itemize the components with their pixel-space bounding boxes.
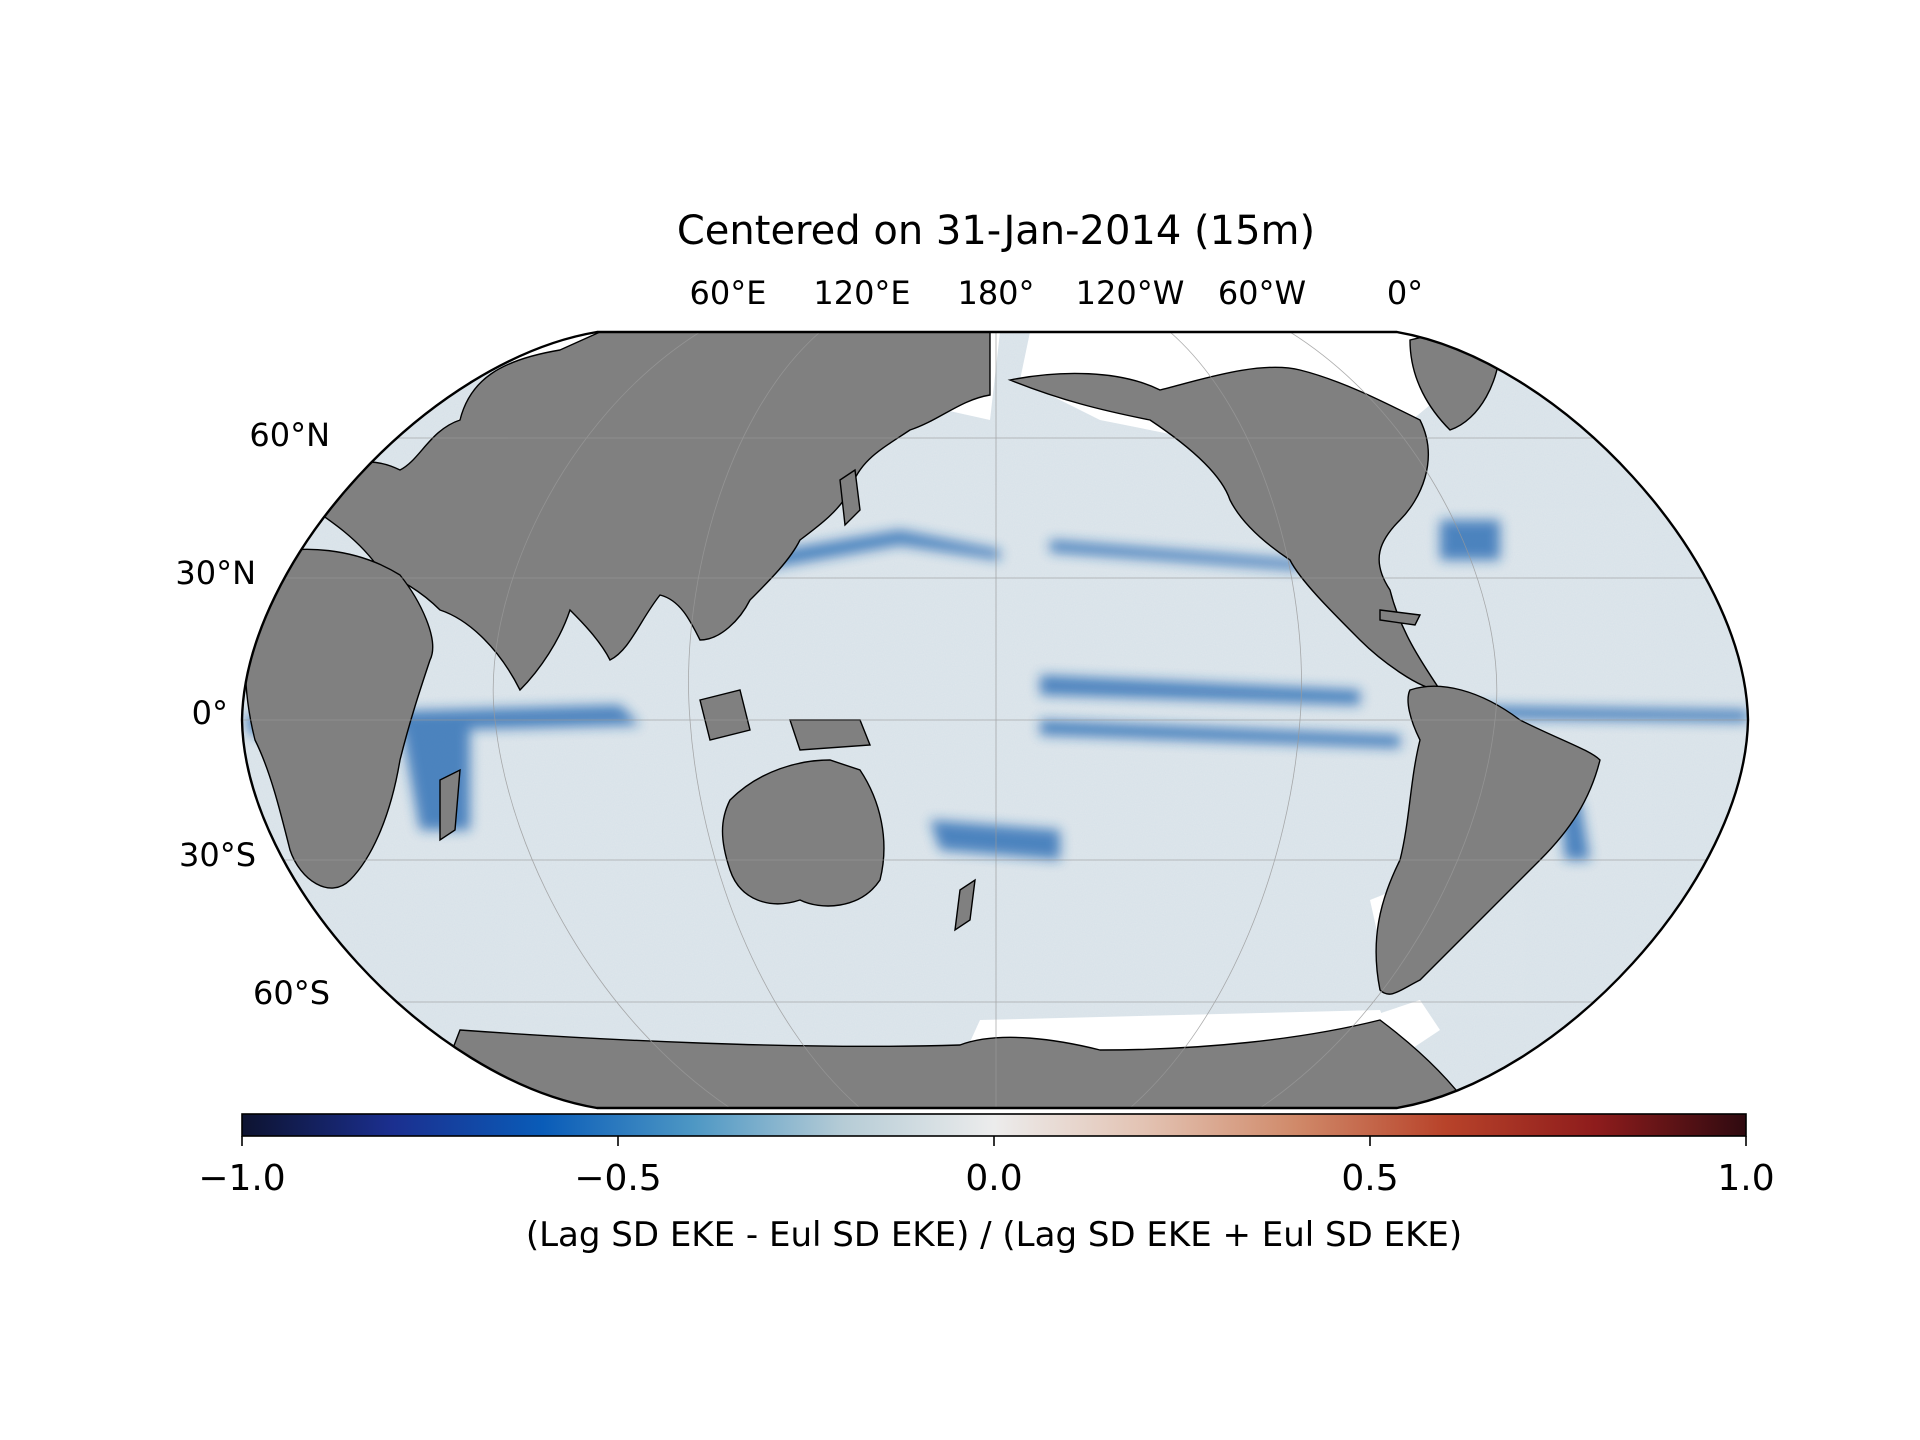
land-australia (721, 759, 885, 907)
colorbar-tick-label: −0.5 (574, 1158, 661, 1199)
colorbar-label: (Lag SD EKE - Eul SD EKE) / (Lag SD EKE … (526, 1215, 1462, 1255)
lon-label-60w: 60°W (1218, 274, 1306, 312)
map-globe (242, 332, 1748, 1108)
land-japan (839, 468, 861, 527)
land-new-zealand (954, 878, 976, 932)
colorbar: −1.0 −0.5 0.0 0.5 1.0 (Lag SD EKE - Eul … (198, 1113, 1775, 1255)
latitude-labels: 60°N 30°N 0° 30°S 60°S (175, 416, 330, 1012)
colorbar-tick-label: 0.0 (965, 1158, 1022, 1199)
lat-label-60n: 60°N (249, 416, 330, 454)
colorbar-gradient (241, 1113, 1747, 1137)
lon-label-180: 180° (957, 274, 1034, 312)
land-new-guinea (789, 719, 872, 751)
colorbar-ticks (241, 1136, 1747, 1146)
globe-outline (240, 330, 1750, 1110)
land-south-america (1375, 685, 1601, 995)
colorbar-tick-label: −1.0 (198, 1158, 285, 1199)
graticule (242, 332, 1748, 1108)
land-north-america (1007, 366, 1442, 691)
colorbar-tick-label: 1.0 (1717, 1158, 1774, 1199)
lon-label-120w: 120°W (1076, 274, 1185, 312)
lat-label-30s: 30°S (179, 836, 256, 874)
colorbar-tick-label: 0.5 (1341, 1158, 1398, 1199)
lat-label-30n: 30°N (175, 554, 256, 592)
lat-label-0: 0° (192, 694, 228, 732)
land-cuba (1379, 609, 1422, 626)
longitude-labels: 60°E 120°E 180° 120°W 60°W 0° (690, 274, 1424, 312)
land-antarctica (428, 1019, 1472, 1108)
land-eurasia (298, 332, 991, 692)
map-title: Centered on 31-Jan-2014 (15m) (677, 208, 1315, 254)
lon-label-0: 0° (1387, 274, 1423, 312)
land-africa (244, 548, 434, 889)
land-masses (244, 332, 1601, 1108)
lon-label-60e: 60°E (690, 274, 767, 312)
land-madagascar (439, 768, 461, 842)
land-borneo (699, 689, 751, 741)
lon-label-120e: 120°E (813, 274, 910, 312)
lat-label-60s: 60°S (253, 974, 330, 1012)
